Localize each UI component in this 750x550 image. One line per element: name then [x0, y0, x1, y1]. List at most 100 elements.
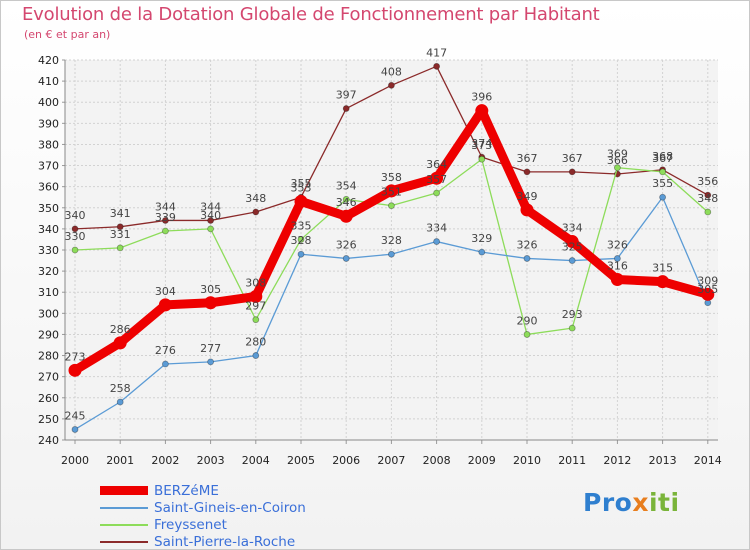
data-point: [701, 287, 715, 301]
grid: [65, 59, 718, 441]
logo-part-3: iti: [648, 488, 680, 517]
data-label: 408: [381, 65, 402, 78]
logo-part-2: x: [632, 488, 649, 517]
data-label: 334: [426, 222, 447, 235]
data-label: 304: [155, 285, 176, 298]
data-label: 367: [562, 152, 583, 165]
data-point: [161, 360, 169, 368]
x-tick-label: 2006: [332, 454, 360, 467]
data-point: [478, 155, 486, 163]
data-label: 351: [381, 186, 402, 199]
data-label: 357: [426, 173, 447, 186]
data-label: 348: [245, 192, 266, 205]
data-label: 396: [471, 91, 492, 104]
data-point: [161, 227, 169, 235]
data-point: [207, 225, 215, 233]
data-label: 417: [426, 46, 447, 59]
x-tick-label: 2003: [197, 454, 225, 467]
data-label: 290: [517, 314, 538, 327]
data-point: [207, 217, 215, 224]
data-label: 346: [336, 196, 357, 209]
data-point: [475, 104, 489, 118]
data-label: 340: [200, 209, 221, 222]
data-label: 367: [652, 152, 673, 165]
data-point: [68, 363, 82, 377]
data-point: [297, 250, 305, 258]
data-label: 277: [200, 342, 221, 355]
legend-swatch: [100, 486, 148, 495]
data-point: [342, 255, 350, 262]
y-tick-label: 360: [38, 181, 59, 194]
legend-label: Saint-Pierre-la-Roche: [154, 533, 296, 550]
data-label: 286: [110, 323, 131, 336]
proxiti-logo: Proxiti: [583, 488, 680, 517]
data-point: [204, 296, 218, 310]
legend-item: Saint-Gineis-en-Coiron: [100, 499, 306, 516]
data-point: [568, 324, 576, 332]
y-tick-label: 410: [38, 75, 59, 88]
data-label: 334: [562, 222, 583, 235]
x-tick-label: 2011: [558, 454, 586, 467]
data-point: [659, 193, 666, 201]
legend-label: Freyssenet: [154, 516, 227, 533]
y-tick-label: 250: [38, 413, 59, 426]
data-point: [71, 246, 79, 254]
data-label: 326: [607, 238, 628, 251]
data-point: [704, 191, 712, 199]
data-point: [249, 289, 263, 303]
data-point: [207, 358, 215, 366]
data-label: 316: [607, 260, 628, 273]
data-label: 344: [200, 200, 221, 213]
data-label: 340: [65, 209, 86, 222]
data-label: 330: [65, 230, 86, 243]
data-label: 315: [652, 262, 673, 275]
data-point: [387, 202, 395, 210]
legend-item: BERZéME: [100, 482, 306, 499]
data-label: 245: [65, 409, 86, 422]
legend-swatch: [100, 540, 148, 543]
data-point: [252, 352, 260, 359]
data-label: 276: [155, 344, 176, 357]
data-label: 305: [697, 283, 718, 296]
y-tick-label: 370: [38, 160, 59, 173]
x-tick-label: 2012: [603, 454, 631, 467]
data-label: 297: [245, 300, 266, 313]
data-point: [610, 273, 624, 287]
data-label: 280: [245, 336, 266, 349]
data-label: 356: [697, 175, 718, 188]
data-point: [659, 168, 666, 176]
data-label: 344: [155, 200, 176, 213]
chart-title: Evolution de la Dotation Globale de Fonc…: [22, 4, 600, 25]
legend-label: BERZéME: [154, 482, 219, 499]
y-tick-label: 420: [38, 54, 59, 67]
legend-label: Saint-Gineis-en-Coiron: [154, 499, 306, 516]
data-point: [520, 203, 534, 217]
y-tick-label: 280: [38, 350, 59, 363]
y-tick-label: 330: [38, 244, 59, 257]
data-point: [387, 250, 395, 258]
legend-swatch: [100, 506, 148, 509]
data-label: 355: [291, 177, 312, 190]
y-tick-label: 320: [38, 265, 59, 278]
data-label: 358: [381, 171, 402, 184]
data-point: [342, 105, 350, 112]
data-point: [478, 248, 486, 256]
data-point: [252, 316, 260, 324]
data-point: [565, 235, 579, 249]
data-point: [116, 398, 124, 406]
x-tick-label: 2007: [377, 454, 405, 467]
data-point: [161, 217, 169, 224]
data-point: [433, 238, 441, 245]
y-tick-label: 310: [38, 286, 59, 299]
data-point: [294, 194, 308, 208]
x-tick-label: 2004: [242, 454, 270, 467]
data-point: [433, 189, 441, 197]
data-point: [116, 223, 124, 231]
data-point: [430, 171, 444, 185]
data-point: [387, 81, 395, 89]
axes: 240 250 260 270 280 290 300 310 320 330 340 350 360 3…: [38, 54, 722, 467]
legend: BERZéME Saint-Gineis-en-Coiron Freyssenet S…: [100, 482, 306, 550]
data-label: 369: [607, 148, 628, 161]
